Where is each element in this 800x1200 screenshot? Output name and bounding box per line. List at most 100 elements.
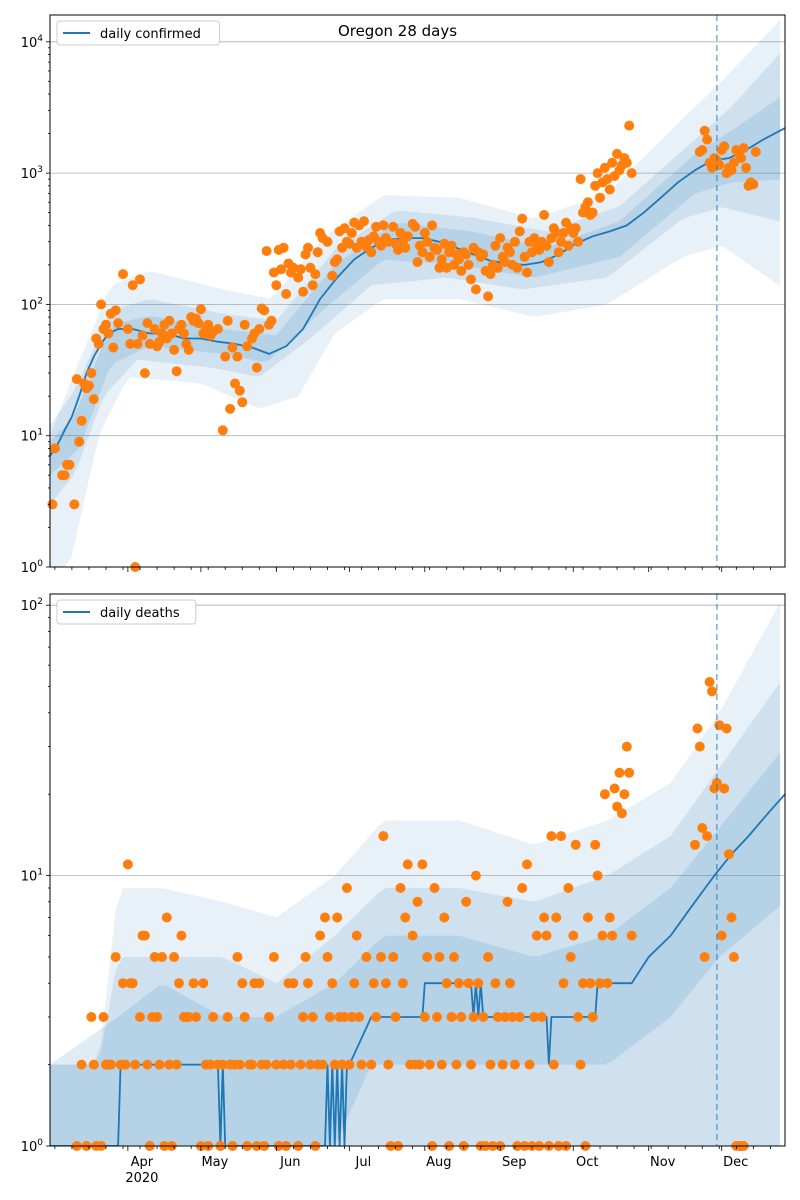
data-point xyxy=(626,930,637,941)
data-point xyxy=(694,741,705,752)
data-point xyxy=(139,930,150,941)
data-point xyxy=(366,247,377,258)
data-point xyxy=(247,1059,257,1070)
data-point xyxy=(339,1012,350,1022)
y-tick-label: 101 xyxy=(21,868,43,885)
axes-frame xyxy=(49,14,786,568)
data-point xyxy=(220,351,231,362)
x-tick-label: Aug xyxy=(426,1155,451,1170)
data-point xyxy=(485,269,496,280)
data-point xyxy=(575,1059,586,1070)
data-point xyxy=(519,251,530,262)
data-point xyxy=(427,220,438,231)
data-point xyxy=(232,952,243,962)
data-point xyxy=(604,912,615,923)
data-point xyxy=(582,197,593,208)
legend-box xyxy=(56,20,220,46)
data-point xyxy=(380,978,391,989)
data-point xyxy=(225,403,236,414)
data-point xyxy=(492,262,503,273)
data-point xyxy=(595,192,605,203)
data-point xyxy=(422,952,433,962)
data-point xyxy=(320,912,330,923)
data-point xyxy=(176,930,187,941)
data-point xyxy=(400,912,411,923)
data-point xyxy=(621,741,632,752)
uncertainty-band xyxy=(50,20,781,567)
y-tick-label: 101 xyxy=(21,428,43,445)
data-point xyxy=(344,238,355,249)
data-point xyxy=(461,896,472,907)
uncertainty-band xyxy=(50,53,781,505)
data-point xyxy=(621,157,632,168)
data-point xyxy=(412,896,423,907)
data-point xyxy=(412,257,423,268)
x-tick-label: Jul xyxy=(355,1155,372,1170)
data-point xyxy=(597,930,608,941)
data-point xyxy=(417,859,428,870)
data-point xyxy=(551,912,562,923)
data-point xyxy=(585,978,596,989)
data-point xyxy=(582,912,593,923)
data-point xyxy=(125,338,136,349)
x-tick-label: Jun xyxy=(279,1155,300,1170)
data-point xyxy=(71,374,82,385)
data-point xyxy=(164,1059,175,1070)
data-point xyxy=(59,470,70,481)
data-point xyxy=(164,315,175,326)
data-point xyxy=(366,1059,377,1070)
data-point xyxy=(212,324,223,334)
data-point xyxy=(609,783,620,794)
data-point xyxy=(750,146,761,157)
data-point xyxy=(139,368,150,379)
data-point xyxy=(500,1012,511,1022)
data-point xyxy=(590,839,601,850)
data-point xyxy=(49,443,60,454)
data-point xyxy=(436,1059,447,1070)
data-point xyxy=(592,168,603,179)
data-point xyxy=(305,1059,316,1070)
data-point xyxy=(512,262,523,273)
data-point xyxy=(281,289,292,299)
data-point xyxy=(329,1059,340,1070)
data-point xyxy=(195,304,206,315)
data-point xyxy=(543,257,554,268)
legend: daily deaths xyxy=(56,599,197,625)
data-point xyxy=(514,226,525,237)
data-point xyxy=(534,244,545,255)
uncertainty-band xyxy=(50,752,781,1146)
data-point xyxy=(492,1012,503,1022)
data-point xyxy=(541,930,552,941)
data-point xyxy=(259,305,270,316)
data-point xyxy=(400,242,411,253)
data-point xyxy=(388,221,399,232)
data-point xyxy=(110,305,121,316)
data-point xyxy=(127,978,138,989)
data-point xyxy=(346,1012,357,1022)
data-point xyxy=(122,859,133,870)
data-point xyxy=(456,265,467,276)
data-point xyxy=(548,1059,559,1070)
data-point xyxy=(434,952,445,962)
data-point xyxy=(738,143,749,154)
data-point xyxy=(573,1012,584,1022)
data-point xyxy=(88,394,99,405)
data-point xyxy=(183,1012,194,1022)
data-point xyxy=(514,1012,525,1022)
data-point xyxy=(736,153,747,164)
data-point xyxy=(315,930,326,941)
data-point xyxy=(490,240,501,251)
data-point xyxy=(531,930,542,941)
data-point xyxy=(222,315,233,326)
data-point xyxy=(98,1012,109,1022)
data-point xyxy=(470,284,481,295)
data-point xyxy=(254,324,265,334)
data-point xyxy=(188,978,199,989)
data-point xyxy=(541,240,552,251)
data-point xyxy=(616,808,627,819)
data-point xyxy=(402,231,413,242)
data-point xyxy=(322,236,333,247)
data-point xyxy=(251,362,262,373)
data-point xyxy=(707,686,717,697)
data-point xyxy=(137,330,148,341)
